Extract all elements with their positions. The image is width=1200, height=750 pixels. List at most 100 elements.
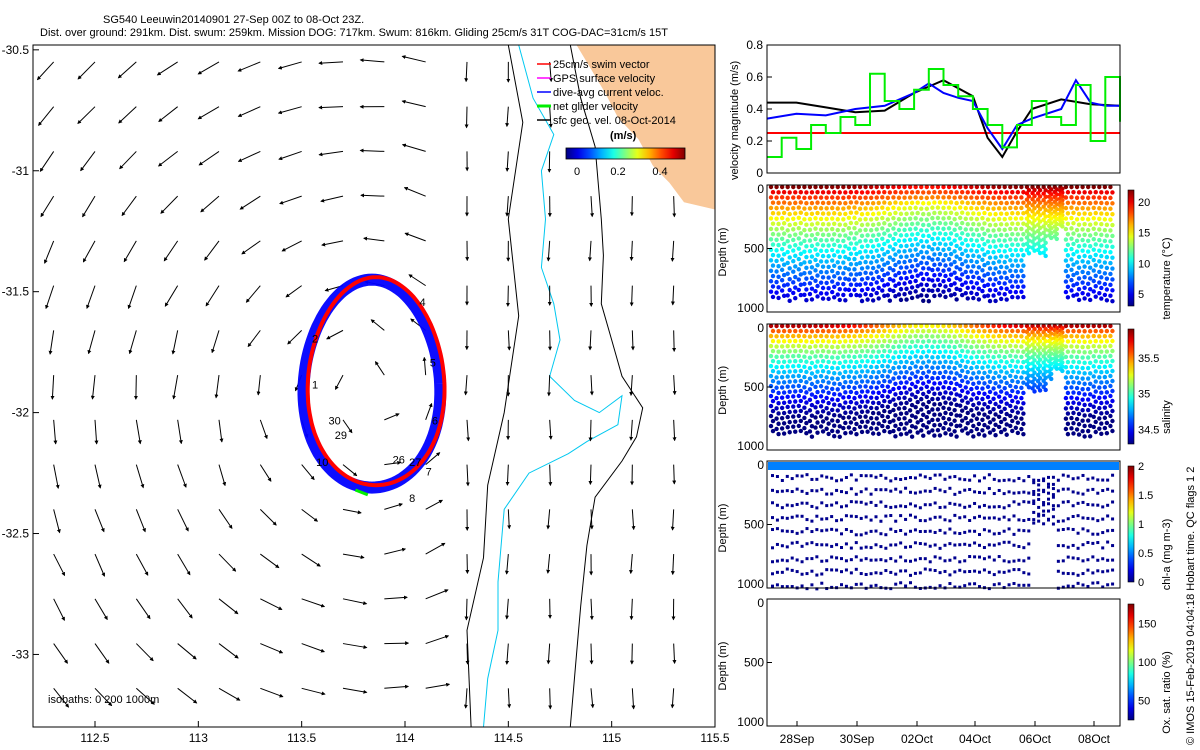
section-data-point [1002,529,1006,533]
section-data-point [954,402,959,408]
section-data-point [1069,226,1074,231]
section-data-point [1110,288,1115,293]
section-data-point [1106,558,1110,562]
section-data-point [1008,373,1013,379]
section-data-point [891,278,896,283]
date-tick-label: 06Oct [1019,732,1052,746]
section-data-point [976,432,982,437]
section-data-point [791,269,796,274]
section-data-point [800,584,804,588]
section-data-point [941,205,946,211]
section-data-point [982,412,987,417]
section-data-point [902,216,907,222]
section-data-point [790,477,794,481]
section-data-point [1037,250,1043,256]
section-data-point [804,359,809,364]
section-data-point [1071,241,1076,247]
section-data-point [863,216,868,222]
section-data-point [1104,254,1110,260]
section-data-point [779,323,785,329]
section-data-point [1021,242,1026,247]
section-data-point [954,243,959,249]
section-data-point [969,334,974,339]
velocity-series-line [767,68,1121,158]
section-data-point [913,184,918,190]
section-data-point [899,555,903,559]
section-data-point [963,280,968,285]
section-data-point [874,248,879,253]
section-data-point [894,477,898,481]
section-data-point [998,399,1004,404]
section-data-point [987,328,993,334]
section-data-point [793,221,798,227]
section-data-point [1080,386,1085,392]
track-day-label: 10 [316,457,328,469]
section-data-point [804,328,809,334]
section-data-point [957,343,963,349]
sfc-geo-vector [157,151,178,167]
section-data-point [1008,403,1013,409]
section-data-point [952,334,957,339]
section-data-point [796,383,802,389]
section-data-point [923,475,927,479]
section-data-point [835,397,840,403]
section-data-point [796,225,802,231]
section-data-point [1108,363,1113,369]
section-data-point [781,241,787,247]
section-data-point [996,259,1002,264]
section-data-point [1017,476,1021,480]
section-data-point [882,428,887,434]
section-data-point [868,260,874,265]
section-data-point [846,246,852,251]
section-data-point [832,360,837,365]
section-data-point [876,349,881,354]
section-data-point [798,200,804,205]
section-data-point [933,515,937,519]
section-data-point [1013,289,1019,295]
section-data-point [887,287,893,293]
section-data-point [870,287,876,292]
section-data-point [924,344,930,349]
section-data-point [1008,383,1013,389]
section-data-point [1019,279,1024,284]
track-day-label: 26 [393,454,405,466]
section-data-point [965,410,970,416]
section-data-point [779,226,785,231]
section-data-point [768,195,774,200]
section-data-point [902,206,907,211]
section-data-point [832,263,837,268]
section-data-point [774,354,779,360]
section-data-point [965,400,970,405]
section-data-point [1056,528,1060,532]
section-data-point [846,415,852,420]
section-data-point [787,369,792,374]
section-data-point [1099,264,1104,269]
section-data-point [896,227,902,233]
section-data-point [1102,344,1108,349]
section-data-point [818,353,824,359]
section-data-point [973,474,977,478]
section-data-point [793,369,798,374]
section-data-point [1022,490,1026,494]
section-data-point [1101,489,1105,493]
section-data-point [787,211,792,217]
section-data-point [807,418,813,424]
section-data-point [1063,279,1069,284]
section-data-point [898,349,904,354]
section-data-point [820,275,826,280]
section-data-point [1093,338,1098,344]
section-data-point [807,429,813,434]
section-data-point [924,195,930,201]
section-data-point [948,272,954,277]
section-data-point [879,532,883,536]
section-data-point [830,344,835,350]
section-data-point [1110,211,1115,217]
sfc-geo-vector [548,688,553,710]
section-data-point [779,334,785,339]
section-data-point [815,273,820,278]
section-data-point [1080,237,1085,243]
section-data-point [774,269,779,274]
section-data-point [770,263,776,268]
section-data-point [1108,383,1113,389]
section-data-point [796,287,802,293]
